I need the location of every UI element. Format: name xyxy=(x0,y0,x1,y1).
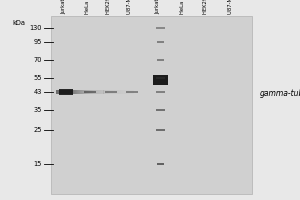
Text: HeLa red.: HeLa red. xyxy=(85,0,90,14)
Bar xyxy=(156,91,165,93)
Bar xyxy=(84,91,96,93)
Text: HEK293T non-red.: HEK293T non-red. xyxy=(203,0,208,14)
Bar xyxy=(157,59,164,61)
Bar xyxy=(156,27,165,29)
Text: HEK293T red.: HEK293T red. xyxy=(106,0,111,14)
Bar xyxy=(156,77,165,79)
Bar xyxy=(59,89,73,95)
Bar xyxy=(157,163,164,165)
Text: 70: 70 xyxy=(34,57,42,63)
Text: Jurkat non-red.: Jurkat non-red. xyxy=(155,0,160,14)
Bar xyxy=(157,41,164,43)
Text: HeLa non-red.: HeLa non-red. xyxy=(179,0,184,14)
Text: 55: 55 xyxy=(34,75,42,81)
Text: 15: 15 xyxy=(34,161,42,167)
Text: 43: 43 xyxy=(34,89,42,95)
Bar xyxy=(153,75,168,85)
Text: 130: 130 xyxy=(29,25,42,31)
Text: 95: 95 xyxy=(34,39,42,45)
Bar xyxy=(51,16,252,194)
Text: 35: 35 xyxy=(34,107,42,113)
Text: gamma-tubulin: gamma-tubulin xyxy=(260,88,300,98)
Text: U87-MG red.: U87-MG red. xyxy=(127,0,132,14)
Text: kDa: kDa xyxy=(12,20,25,26)
Bar xyxy=(126,91,138,93)
Text: 25: 25 xyxy=(34,127,42,133)
Bar xyxy=(105,91,117,93)
Bar xyxy=(156,129,165,131)
Text: Jurkat red.: Jurkat red. xyxy=(61,0,66,14)
Bar xyxy=(156,109,165,111)
Text: U87-MG non-red.: U87-MG non-red. xyxy=(227,0,232,14)
